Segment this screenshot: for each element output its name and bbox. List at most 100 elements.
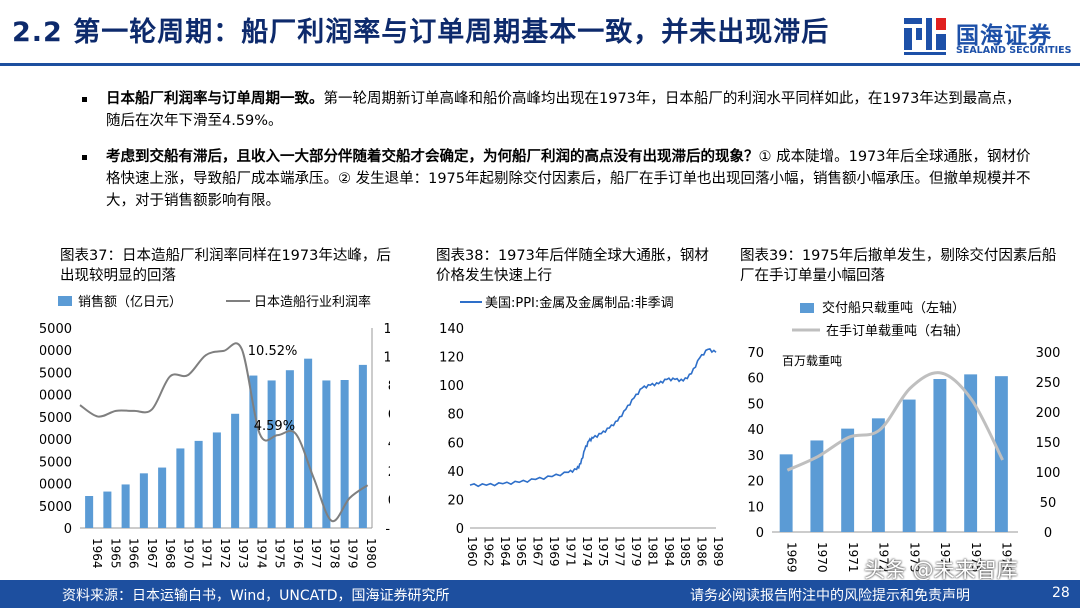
x-tick-label: 1976	[291, 538, 305, 569]
y-tick-label: 15000	[40, 455, 72, 470]
y-tick-label: 0	[456, 522, 464, 537]
y-tick-label: 20	[447, 493, 464, 508]
bar	[85, 496, 94, 528]
bar	[158, 467, 167, 528]
x-tick-label: 1962	[481, 536, 495, 567]
y-tick-label: 20	[747, 475, 764, 490]
x-tick-label: 1971	[846, 542, 860, 573]
source-note: 资料来源：日本运输白书，Wind，UNCATD，国海证券研究所	[62, 588, 450, 604]
y-tick-label: 80	[447, 408, 464, 423]
x-tick-label: 1977	[309, 538, 323, 569]
y2-tick-label: 6%	[388, 408, 390, 423]
y-tick-label: 10	[747, 500, 764, 515]
legend-bar-swatch	[800, 303, 814, 313]
bar	[176, 448, 185, 528]
y2-tick-label: 2%	[388, 465, 390, 480]
y-tick-label: 40000	[40, 344, 72, 359]
y2-tick-label: 12%	[384, 322, 390, 337]
bullet-item-2: 考虑到交船有滞后，且收入一大部分伴随着交船才会确定，为何船厂利润的高点没有出现滞…	[82, 146, 1032, 212]
y-tick-label: 100	[439, 379, 464, 394]
y-tick-label: 140	[439, 322, 464, 337]
x-tick-label: 1978	[327, 538, 341, 569]
x-tick-label: 1967	[145, 538, 159, 569]
y-tick-label: 70	[747, 346, 764, 361]
unit-label: 百万载重吨	[782, 354, 842, 368]
y-tick-label: 30	[747, 449, 764, 464]
bar	[933, 379, 947, 532]
bullet-marker-icon	[82, 97, 87, 102]
y-tick-label: 25000	[40, 411, 72, 426]
x-tick-label: 1964	[498, 536, 512, 567]
y-tick-label: 5000	[40, 500, 72, 515]
y2-tick-label: 50	[1040, 496, 1057, 511]
chart-38-title: 图表38：1973年后伴随全球大通胀，钢材价格发生快速上行	[436, 248, 709, 284]
x-tick-label: 1979	[346, 538, 360, 569]
orderbook-line	[786, 371, 1004, 472]
legend-label: 美国:PPI:金属及金属制品:非季调	[485, 295, 674, 311]
x-tick-label: 1971	[563, 536, 577, 567]
x-tick-label: 1979	[629, 536, 643, 567]
watermark: 头条 @未来智库	[864, 558, 1018, 582]
page-number: 28	[1052, 585, 1070, 601]
x-tick-label: 1971	[200, 538, 214, 569]
y2-tick-label: 10%	[384, 351, 390, 366]
x-tick-label: 1965	[514, 536, 528, 567]
x-tick-label: 1974	[938, 542, 952, 573]
x-tick-label: 1975	[969, 542, 983, 573]
header-rule	[0, 63, 1080, 66]
y2-tick-label: -2%	[385, 522, 390, 537]
header: 2.2 第一轮周期：船厂利润率与订单周期基本一致，并未出现滞后 国海证券 SEA…	[0, 0, 1080, 62]
disclaimer: 请务必阅读报告附注中的风险提示和免责声明	[690, 588, 970, 604]
chart-37: 图表37：日本造船厂利润率同样在1973年达峰，后出现较明显的回落	[60, 246, 400, 286]
x-tick-label: 1972	[218, 538, 232, 569]
bar	[902, 399, 916, 532]
y2-tick-label: 250	[1036, 376, 1061, 391]
y-tick-label: 60	[747, 372, 764, 387]
bar	[121, 484, 130, 528]
bullet-list: 日本船厂利润率与订单周期一致。第一轮周期新订单高峰和船价高峰均出现在1973年，…	[82, 88, 1032, 226]
profit-line	[79, 342, 369, 523]
annotation-label: 10.52%	[248, 344, 298, 359]
x-tick-label: 1970	[181, 538, 195, 569]
chart-39: 图表39：1975年后撤单发生，剔除交付因素后船厂在手订单量小幅回落	[740, 246, 1070, 286]
y-tick-label: 30000	[40, 389, 72, 404]
y-tick-label: 45000	[40, 322, 72, 337]
x-tick-label: 1975	[596, 536, 610, 567]
x-tick-label: 1977	[613, 536, 627, 567]
x-tick-label: 1973	[907, 542, 921, 573]
chart-38: 图表38：1973年后伴随全球大通胀，钢材价格发生快速上行	[436, 246, 726, 286]
x-tick-label: 1966	[127, 538, 141, 569]
legend-label: 销售额（亿日元）	[78, 294, 182, 310]
bar	[779, 454, 793, 532]
x-tick-label: 1970	[815, 542, 829, 573]
x-tick-label: 1974	[254, 538, 268, 569]
x-tick-label: 1989	[711, 536, 725, 567]
bar	[340, 380, 349, 528]
x-tick-label: 1985	[678, 536, 692, 567]
bar	[103, 491, 112, 528]
y-tick-label: 50	[747, 397, 764, 412]
y-tick-label: 0	[756, 526, 764, 541]
bullet-item-1: 日本船厂利润率与订单周期一致。第一轮周期新订单高峰和船价高峰均出现在1973年，…	[82, 88, 1032, 132]
chart-39-title: 图表39：1975年后撤单发生，剔除交付因素后船厂在手订单量小幅回落	[740, 248, 1057, 284]
y-tick-label: 10000	[40, 478, 72, 493]
bar	[194, 440, 203, 528]
bar	[964, 374, 978, 532]
y2-tick-label: 0	[1044, 526, 1052, 541]
x-tick-label: 1980	[364, 538, 378, 569]
bar	[139, 473, 148, 528]
y2-tick-label: 150	[1036, 436, 1061, 451]
legend-bar-swatch	[58, 296, 72, 306]
y2-tick-label: 8%	[388, 379, 390, 394]
x-tick-label: 1975	[273, 538, 287, 569]
bar	[810, 440, 824, 532]
x-tick-label: 1984	[662, 536, 676, 567]
x-tick-label: 1974	[580, 536, 594, 567]
bar	[841, 428, 855, 532]
logo-subtitle: SEALAND SECURITIES	[956, 45, 1072, 56]
y2-tick-label: 0%	[388, 493, 390, 508]
chart-37-title: 图表37：日本造船厂利润率同样在1973年达峰，后出现较明显的回落	[60, 248, 391, 284]
y-tick-label: 40	[447, 465, 464, 480]
legend-label: 日本造船行业利润率	[254, 294, 371, 310]
y2-tick-label: 200	[1036, 406, 1061, 421]
